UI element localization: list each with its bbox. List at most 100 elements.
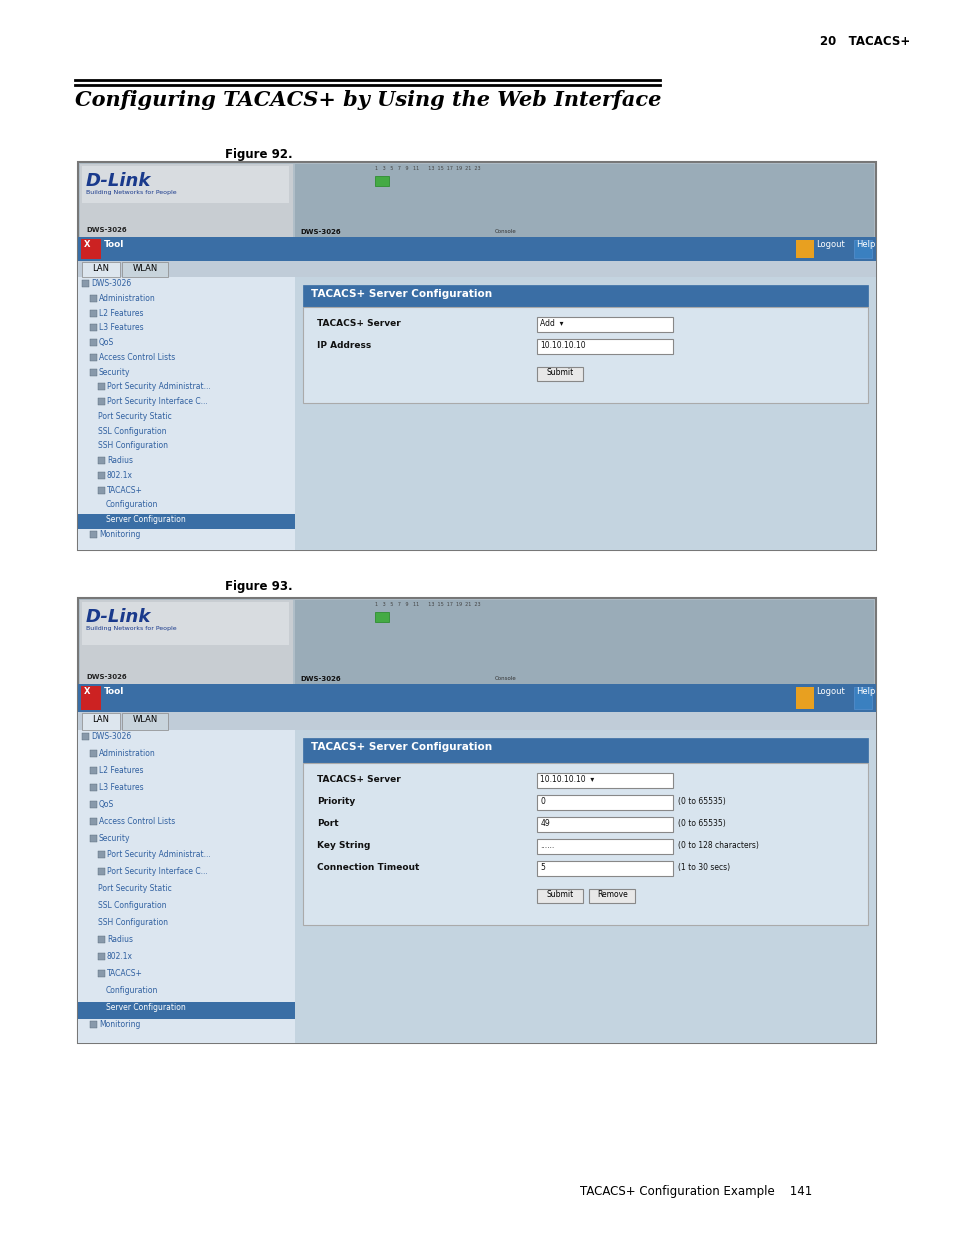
Text: DWS-3026: DWS-3026 — [86, 674, 127, 680]
Bar — [90, 325, 97, 331]
Text: Security: Security — [99, 834, 131, 842]
Text: SSH Configuration: SSH Configuration — [98, 441, 168, 451]
Bar — [98, 969, 105, 977]
Bar — [80, 164, 293, 237]
Bar — [78, 1002, 294, 1019]
Bar — [294, 277, 875, 550]
Text: L2 Features: L2 Features — [99, 766, 143, 774]
Text: Port Security Interface C...: Port Security Interface C... — [107, 398, 208, 406]
Text: Access Control Lists: Access Control Lists — [99, 353, 175, 362]
Text: Figure 93.: Figure 93. — [225, 580, 293, 593]
Text: L3 Features: L3 Features — [99, 783, 144, 792]
Text: Administration: Administration — [99, 748, 155, 758]
Text: DWS-3026: DWS-3026 — [299, 228, 340, 235]
Bar — [78, 684, 875, 713]
Text: Building Networks for People: Building Networks for People — [86, 626, 176, 631]
Text: DWS-3026: DWS-3026 — [91, 732, 132, 741]
Bar — [537, 889, 583, 903]
Bar — [90, 835, 97, 841]
Bar — [537, 818, 673, 832]
Text: TACACS+ Configuration Example    141: TACACS+ Configuration Example 141 — [579, 1186, 811, 1198]
Text: X: X — [84, 240, 91, 249]
Bar — [303, 308, 867, 403]
Bar — [82, 601, 289, 645]
Bar — [537, 861, 673, 876]
Text: TACACS+: TACACS+ — [107, 485, 143, 494]
Text: Administration: Administration — [99, 294, 155, 303]
Text: Port Security Interface C...: Port Security Interface C... — [107, 867, 208, 877]
Bar — [81, 240, 101, 259]
Text: SSH Configuration: SSH Configuration — [98, 918, 168, 927]
Bar — [294, 600, 873, 684]
Text: Priority: Priority — [316, 797, 355, 806]
Text: 10.10.10.10  ▾: 10.10.10.10 ▾ — [540, 776, 594, 784]
Text: TACACS+ Server: TACACS+ Server — [316, 776, 400, 784]
Bar — [90, 800, 97, 808]
Bar — [82, 713, 120, 730]
Text: 0: 0 — [540, 797, 545, 806]
Text: D-Link: D-Link — [86, 608, 152, 626]
Bar — [537, 367, 583, 382]
Text: Server Configuration: Server Configuration — [106, 515, 186, 524]
Bar — [294, 730, 875, 1044]
Bar — [80, 600, 293, 684]
Text: SSL Configuration: SSL Configuration — [98, 902, 167, 910]
Bar — [98, 383, 105, 390]
Text: Radius: Radius — [107, 935, 132, 944]
Bar — [82, 280, 89, 287]
Text: (0 to 128 characters): (0 to 128 characters) — [678, 841, 759, 850]
Bar — [78, 261, 875, 277]
Text: (1 to 30 secs): (1 to 30 secs) — [678, 863, 729, 872]
Text: TACACS+: TACACS+ — [107, 969, 143, 978]
Text: Port: Port — [316, 819, 338, 827]
Bar — [303, 763, 867, 925]
Text: Server Configuration: Server Configuration — [106, 1003, 186, 1011]
Bar — [537, 795, 673, 810]
Text: Access Control Lists: Access Control Lists — [99, 816, 175, 825]
Bar — [90, 750, 97, 757]
Bar — [90, 310, 97, 316]
Bar — [98, 936, 105, 944]
Text: Help: Help — [855, 687, 875, 697]
Bar — [78, 598, 875, 1044]
Text: X: X — [84, 687, 91, 697]
Bar — [90, 340, 97, 346]
Bar — [90, 767, 97, 774]
Text: (0 to 65535): (0 to 65535) — [678, 797, 725, 806]
Text: TACACS+ Server: TACACS+ Server — [316, 319, 400, 329]
Bar — [81, 685, 101, 710]
Text: TACACS+ Server Configuration: TACACS+ Server Configuration — [311, 289, 492, 299]
Text: Port Security Static: Port Security Static — [98, 411, 172, 421]
Text: DWS-3026: DWS-3026 — [299, 676, 340, 682]
Bar — [78, 277, 294, 550]
Text: Key String: Key String — [316, 841, 370, 850]
Text: L3 Features: L3 Features — [99, 324, 144, 332]
Text: 20   TACACS+: 20 TACACS+ — [820, 35, 909, 48]
Text: Port Security Static: Port Security Static — [98, 884, 172, 893]
Text: 49: 49 — [540, 819, 550, 827]
Text: 5: 5 — [540, 863, 545, 872]
Bar — [303, 285, 867, 308]
Text: L2 Features: L2 Features — [99, 309, 143, 317]
Text: 1   3   5   7   9   11      13  15  17  19  21  23: 1 3 5 7 9 11 13 15 17 19 21 23 — [375, 601, 480, 606]
Bar — [82, 262, 120, 277]
Text: Logout: Logout — [815, 240, 843, 249]
Bar — [90, 368, 97, 375]
Bar — [78, 730, 294, 1044]
Text: Remove: Remove — [597, 890, 627, 899]
Text: Port Security Administrat...: Port Security Administrat... — [107, 383, 211, 391]
Bar — [375, 613, 389, 622]
Bar — [98, 868, 105, 876]
Text: Radius: Radius — [107, 456, 132, 466]
Bar — [98, 487, 105, 494]
Text: Submit: Submit — [546, 368, 574, 377]
Text: WLAN: WLAN — [132, 715, 157, 724]
Bar — [78, 237, 875, 261]
Text: (0 to 65535): (0 to 65535) — [678, 819, 725, 827]
Text: DWS-3026: DWS-3026 — [91, 279, 132, 288]
Text: LAN: LAN — [92, 264, 110, 273]
Bar — [795, 240, 813, 258]
Text: Configuration: Configuration — [106, 500, 158, 509]
Bar — [795, 687, 813, 709]
Text: Figure 92.: Figure 92. — [225, 148, 293, 161]
